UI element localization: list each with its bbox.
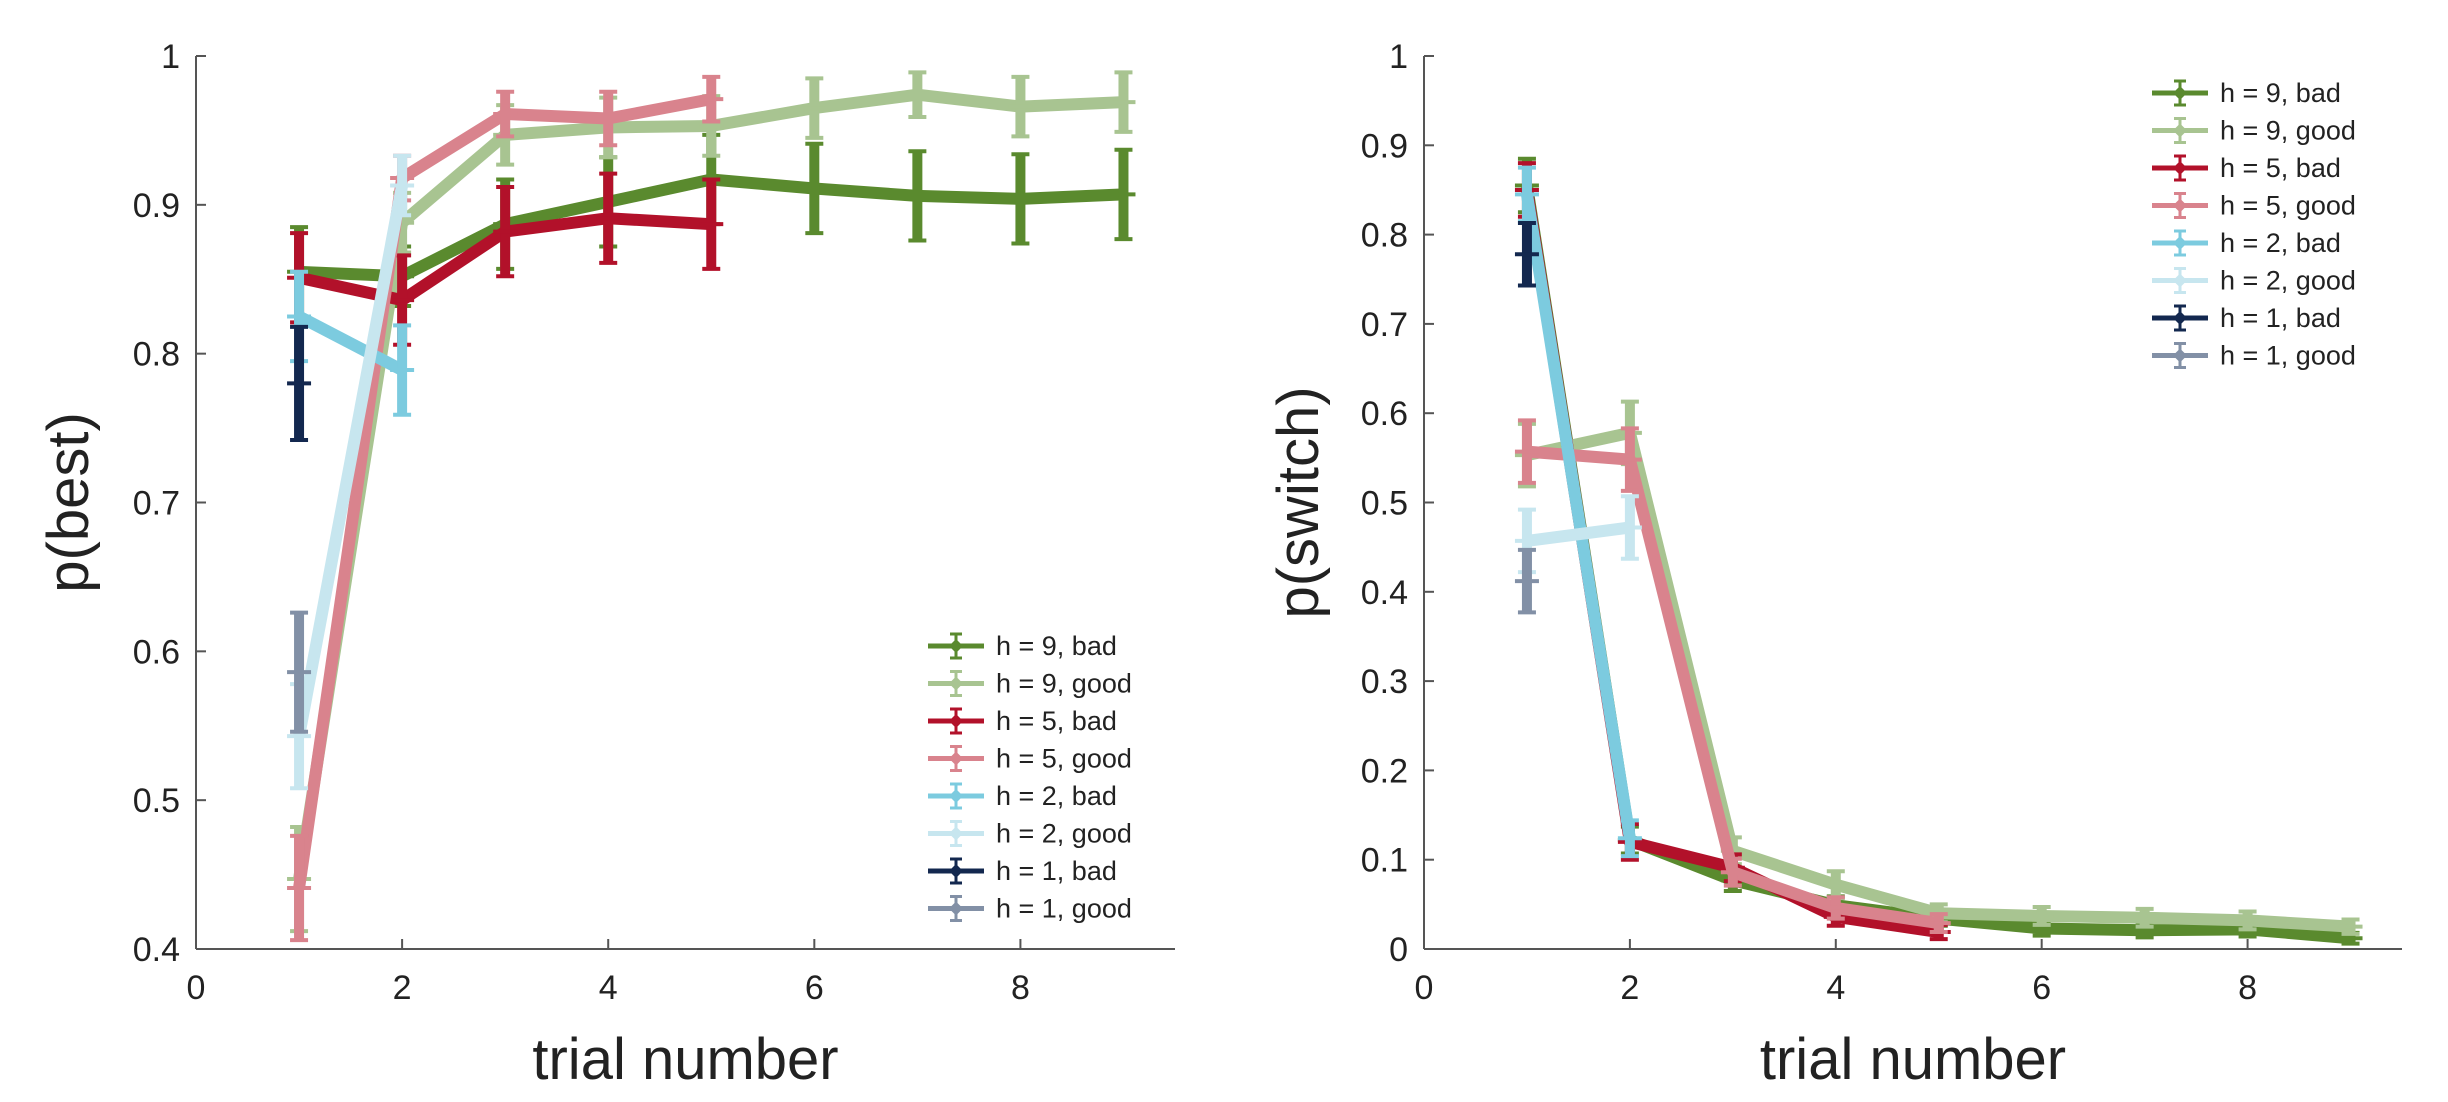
chart-panel-2: 0 0.1 0.2 0.3 0.4 0.5 0.6 0.7 0.8 0.9 1 0 2 4 6 8 trial … [1266,38,2402,1092]
legend-label: h = 5, good [2220,191,2356,221]
legend-swatch-marker [2173,123,2187,138]
legend-swatch-marker [949,901,963,916]
legend-swatch-marker [949,864,963,878]
x-tick-label: 6 [2032,969,2051,1007]
legend-swatch-marker [2173,86,2187,100]
chart-panel-1: 0.4 0.5 0.6 0.7 0.8 0.9 1 0 2 4 6 8 trial number p(be… [36,38,1175,1092]
legend-swatch-marker [949,751,963,766]
legend-swatch-marker [2173,198,2187,213]
x-tick-label: 0 [1415,969,1434,1007]
series-h-2-bad [1514,165,1642,859]
x-tick-label: 8 [2238,969,2257,1007]
y-tick-label: 0.5 [1361,485,1408,523]
x-tick-label: 0 [187,969,206,1007]
legend-label: h = 5, bad [2220,153,2341,183]
y-tick-label: 0.8 [133,336,180,374]
x-tick-label: 8 [1011,969,1030,1007]
y-tick-label: 0.5 [133,782,180,820]
series-h-5-good [287,74,724,943]
y-tick-label: 0.2 [1361,752,1408,790]
y-tick-label: 0.9 [133,187,180,225]
x-axis-title: trial number [1760,1027,2066,1092]
series-h-9-good [1514,399,2363,936]
legend-swatch-marker [2173,236,2187,250]
y-tick-label: 0.7 [1361,306,1408,344]
x-tick-label: 2 [1620,969,1639,1007]
y-tick-label: 1 [161,38,180,76]
legend-label: h = 2, good [996,819,1132,849]
legend-swatch-marker [2173,273,2187,288]
series-h-5-bad [287,171,724,347]
legend-label: h = 9, bad [996,631,1117,661]
legend-label: h = 2, bad [2220,228,2341,258]
legend-label: h = 1, good [2220,341,2356,371]
series-h-1-bad [1514,220,1539,288]
series-line [293,184,409,738]
legend-swatch-marker [949,639,963,653]
y-tick-label: 0.1 [1361,842,1408,880]
y-tick-label: 0.6 [133,633,180,671]
legend-label: h = 2, bad [996,781,1117,811]
series-line [1526,445,1940,930]
x-tick-label: 4 [1826,969,1845,1007]
x-tick-label: 2 [393,969,412,1007]
series-line [1521,193,1636,840]
legend-label: h = 9, good [2220,116,2356,146]
legend-label: h = 5, good [996,744,1132,774]
legend-label: h = 1, bad [2220,303,2341,333]
y-axis-title: p(switch) [1266,386,1331,618]
series-h-2-good [287,153,415,791]
x-axis-title: trial number [532,1027,838,1092]
legend-label: h = 5, bad [996,706,1117,736]
y-tick-label: 0.9 [1361,127,1408,165]
y-tick-label: 0.4 [1361,574,1408,612]
legend-swatch-marker [949,676,963,691]
legend-label: h = 1, good [996,894,1132,924]
series-h-1-bad [287,324,312,442]
legend-swatch-marker [949,714,963,728]
legend-swatch-marker [2173,161,2187,175]
series-h-5-good [1514,418,1951,935]
legend-label: h = 9, bad [2220,78,2341,108]
x-tick-label: 6 [805,969,824,1007]
y-tick-label: 0.8 [1361,217,1408,255]
y-tick-label: 0.3 [1361,663,1408,701]
y-tick-label: 0 [1389,931,1408,969]
legend-swatch-marker [949,789,963,803]
series-h-1-good [1514,547,1539,615]
legend-swatch-marker [2173,311,2187,325]
y-tick-label: 1 [1389,38,1408,76]
y-axis-title: p(best) [36,412,101,593]
legend-swatch-marker [949,826,963,841]
series-h-1-good [287,610,312,734]
y-tick-label: 0.7 [133,485,180,523]
series-line [1526,521,1631,547]
y-tick-label: 0.4 [133,931,180,969]
series-line [296,311,405,376]
legend-label: h = 9, good [996,669,1132,699]
legend-swatch-marker [2173,348,2187,363]
y-tick-label: 0.6 [1361,395,1408,433]
legend: h = 9, bad h = 9, good h = 5, bad h = 5, go… [2152,78,2356,371]
legend: h = 9, bad h = 9, good h = 5, bad h = 5, go… [928,631,1132,924]
legend-label: h = 1, bad [996,856,1117,886]
x-tick-label: 4 [599,969,618,1007]
legend-label: h = 2, good [2220,266,2356,296]
